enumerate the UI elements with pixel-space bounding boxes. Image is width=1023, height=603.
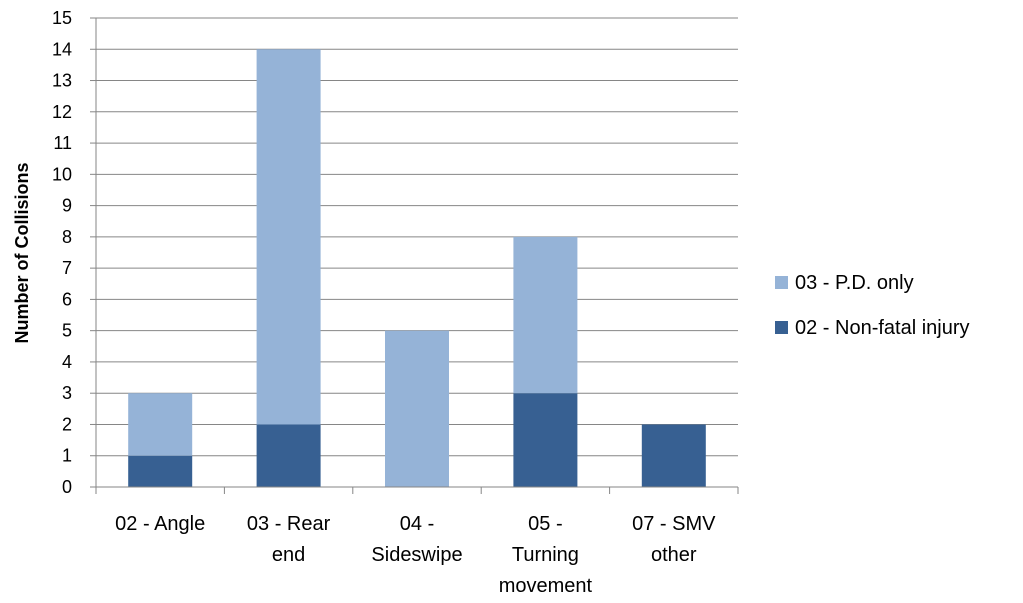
x-category-label: 04 -: [400, 513, 434, 535]
x-category-label: 07 - SMV: [632, 513, 716, 535]
legend-label: 03 - P.D. only: [795, 272, 914, 294]
bar-segment: [128, 455, 193, 487]
bar-segment: [256, 424, 321, 487]
y-axis-title: Number of Collisions: [12, 162, 32, 343]
y-tick-label: 11: [53, 133, 72, 153]
y-tick-label: 5: [62, 321, 72, 341]
x-category-label: 03 - Rear: [247, 513, 331, 535]
legend-swatch: [775, 321, 788, 334]
y-tick-label: 1: [62, 446, 72, 466]
x-category-label: end: [272, 544, 305, 566]
y-tick-label: 7: [62, 258, 72, 278]
y-tick-label: 14: [52, 39, 72, 59]
y-tick-label: 0: [62, 477, 72, 497]
x-category-label: 05 -: [528, 513, 562, 535]
y-tick-label: 4: [62, 352, 72, 372]
y-tick-label: 13: [52, 71, 72, 91]
legend: 03 - P.D. only 02 - Non-fatal injury: [775, 272, 970, 339]
y-tick-label: 2: [62, 414, 72, 434]
bars: [128, 49, 706, 487]
legend-label: 02 - Non-fatal injury: [795, 317, 970, 339]
axes: [95, 18, 739, 494]
x-category-label: Turning: [512, 544, 579, 566]
bar-segment: [256, 49, 321, 425]
x-category-label: 02 - Angle: [115, 513, 205, 535]
x-category-labels: 02 - Angle 03 - Rear end 04 - Sideswipe 05 - T…: [115, 513, 716, 597]
bar-segment: [128, 393, 193, 456]
x-category-label: Sideswipe: [371, 544, 462, 566]
bar-segment: [513, 236, 578, 394]
y-tick-label: 3: [62, 383, 72, 403]
x-category-label: movement: [499, 575, 593, 597]
y-tick-label: 9: [62, 196, 72, 216]
y-tick-label: 8: [62, 227, 72, 247]
bar-segment: [513, 393, 578, 487]
y-tick-label: 15: [52, 8, 72, 28]
x-category-label: other: [651, 544, 697, 566]
y-tick-label: 6: [62, 289, 72, 309]
y-tick-label: 10: [52, 164, 72, 184]
y-tick-label: 12: [52, 102, 72, 122]
legend-swatch: [775, 276, 788, 289]
bar-segment: [385, 330, 449, 487]
bar-segment: [641, 424, 706, 487]
